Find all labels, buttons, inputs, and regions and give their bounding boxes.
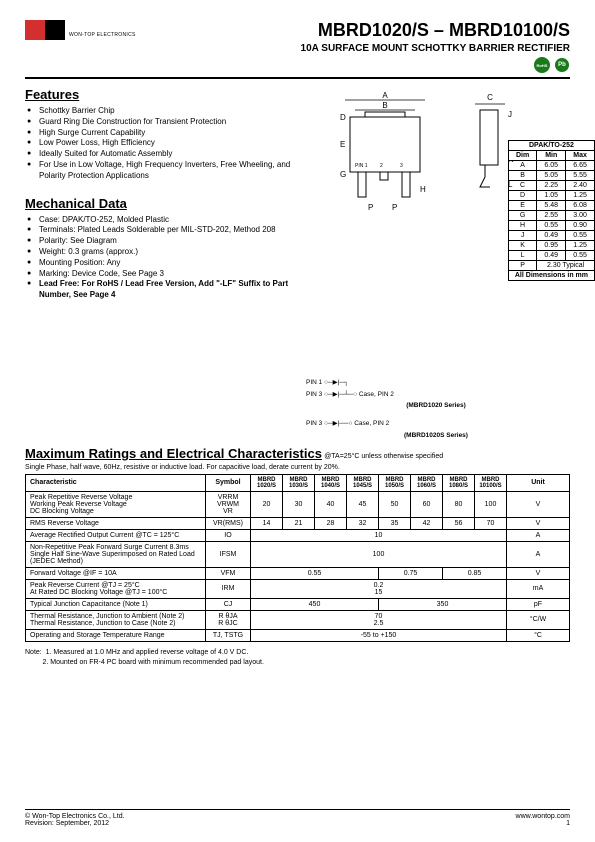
svg-text:P: P	[368, 203, 373, 212]
svg-text:P: P	[392, 203, 397, 212]
ratings-header: MBRD1080/S	[443, 474, 475, 491]
dimensions-table: DPAK/TO-252 Dim Min Max A6.056.65B5.055.…	[508, 140, 595, 281]
content-area: Features Schottky Barrier Chip Guard Rin…	[25, 87, 570, 301]
mechanical-list: Case: DPAK/TO-252, Molded Plastic Termin…	[25, 215, 300, 301]
compliance-badges: RoHS Pb	[301, 57, 570, 73]
header: WON-TOP ELECTRONICS MBRD1020/S – MBRD101…	[25, 20, 570, 79]
mech-item: Weight: 0.3 grams (approx.)	[25, 247, 300, 258]
mechanical-section: Mechanical Data Case: DPAK/TO-252, Molde…	[25, 196, 300, 301]
logo-area: WON-TOP ELECTRONICS	[25, 20, 136, 48]
feature-item: Low Power Loss, High Efficiency	[25, 138, 300, 149]
mech-item: Mounting Position: Any	[25, 258, 300, 269]
svg-text:C: C	[487, 93, 493, 102]
copyright: © Won-Top Electronics Co., Ltd.	[25, 813, 125, 820]
svg-text:E: E	[340, 140, 345, 149]
svg-text:B: B	[382, 101, 387, 110]
company-logo	[25, 20, 65, 48]
ratings-header: MBRD1045/S	[347, 474, 379, 491]
right-column: A B D E G PIN 1 2 3 H P P C	[310, 87, 570, 301]
mech-item-leadfree: Lead Free: For RoHS / Lead Free Version,…	[25, 279, 300, 301]
features-title: Features	[25, 87, 300, 102]
company-name: WON-TOP ELECTRONICS	[69, 30, 136, 38]
pb-free-icon: Pb	[554, 57, 570, 73]
ratings-table: CharacteristicSymbolMBRD1020/SMBRD1030/S…	[25, 474, 570, 642]
mech-item: Terminals: Plated Leads Solderable per M…	[25, 225, 300, 236]
revision: Revision: September, 2012	[25, 820, 125, 827]
ratings-header: MBRD1040/S	[315, 474, 347, 491]
feature-item: Guard Ring Die Construction for Transien…	[25, 117, 300, 128]
mechanical-title: Mechanical Data	[25, 196, 300, 211]
ratings-title: Maximum Ratings and Electrical Character…	[25, 446, 322, 461]
ratings-section: Maximum Ratings and Electrical Character…	[25, 446, 570, 642]
ratings-condition: @TA=25°C unless otherwise specified	[324, 453, 443, 460]
svg-text:H: H	[420, 185, 426, 194]
ratings-header: MBRD1060/S	[411, 474, 443, 491]
feature-item: High Surge Current Capability	[25, 128, 300, 139]
dim-table-title: DPAK/TO-252	[508, 141, 594, 151]
svg-text:2: 2	[380, 163, 383, 169]
pin-config-diagram: PIN 1 ○─▶|─┐ PIN 3 ○─▶|─┴─○ Case, PIN 2 …	[306, 377, 566, 441]
package-outline-icon: A B D E G PIN 1 2 3 H P P	[320, 92, 450, 222]
svg-text:D: D	[340, 113, 346, 122]
dim-header: Max	[566, 151, 595, 161]
ratings-header: Characteristic	[26, 474, 206, 491]
left-column: Features Schottky Barrier Chip Guard Rin…	[25, 87, 300, 301]
ratings-header: MBRD1020/S	[251, 474, 283, 491]
feature-item: Schottky Barrier Chip	[25, 106, 300, 117]
footnotes: Note: 1. Measured at 1.0 MHz and applied…	[25, 648, 570, 668]
ratings-header: MBRD1050/S	[379, 474, 411, 491]
rohs-icon: RoHS	[534, 57, 550, 73]
mech-item: Marking: Device Code, See Page 3	[25, 269, 300, 280]
svg-text:G: G	[340, 170, 346, 179]
ratings-header: Unit	[507, 474, 570, 491]
feature-item: For Use in Low Voltage, High Frequency I…	[25, 160, 300, 182]
page-footer: © Won-Top Electronics Co., Ltd. Revision…	[25, 809, 570, 827]
mech-item: Case: DPAK/TO-252, Molded Plastic	[25, 215, 300, 226]
ratings-header: MBRD1030/S	[283, 474, 315, 491]
dim-footer: All Dimensions in mm	[508, 271, 594, 281]
svg-text:J: J	[508, 110, 512, 119]
title-area: MBRD1020/S – MBRD10100/S 10A SURFACE MOU…	[301, 20, 570, 73]
ratings-header: Symbol	[206, 474, 251, 491]
svg-text:A: A	[382, 91, 388, 100]
ratings-header: MBRD10100/S	[475, 474, 507, 491]
footer-url: www.wontop.com	[516, 813, 570, 820]
page-number: 1	[516, 820, 570, 827]
ratings-note: Single Phase, half wave, 60Hz, resistive…	[25, 464, 570, 471]
mech-item: Polarity: See Diagram	[25, 236, 300, 247]
svg-text:3: 3	[400, 163, 403, 169]
feature-item: Ideally Suited for Automatic Assembly	[25, 149, 300, 160]
features-list: Schottky Barrier Chip Guard Ring Die Con…	[25, 106, 300, 182]
svg-text:PIN 1: PIN 1	[355, 163, 368, 169]
part-number-title: MBRD1020/S – MBRD10100/S	[301, 20, 570, 41]
dim-header: Dim	[508, 151, 536, 161]
part-subtitle: 10A SURFACE MOUNT SCHOTTKY BARRIER RECTI…	[301, 43, 570, 54]
dim-header: Min	[537, 151, 566, 161]
